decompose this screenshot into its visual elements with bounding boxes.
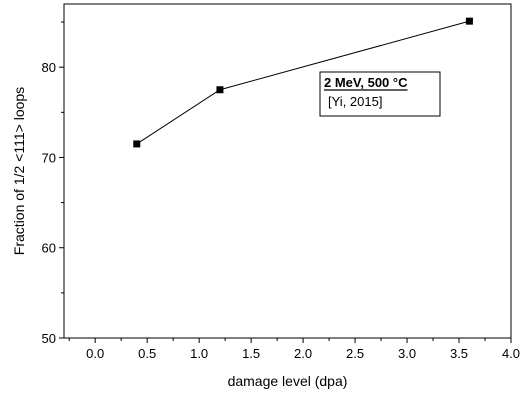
data-point bbox=[133, 140, 141, 148]
data-point bbox=[216, 86, 224, 94]
legend-reference: [Yi, 2015] bbox=[328, 94, 382, 109]
x-tick-label: 3.0 bbox=[398, 346, 416, 361]
y-tick-label: 60 bbox=[42, 241, 56, 256]
y-tick-label: 70 bbox=[42, 150, 56, 165]
plot-frame bbox=[63, 3, 512, 339]
x-tick-label: 1.0 bbox=[190, 346, 208, 361]
x-tick-label: 4.0 bbox=[502, 346, 520, 361]
x-tick-label: 1.5 bbox=[242, 346, 260, 361]
x-tick-label: 0.5 bbox=[138, 346, 156, 361]
legend-box: 2 MeV, 500 °C [Yi, 2015] bbox=[319, 71, 441, 117]
legend-title: 2 MeV, 500 °C bbox=[324, 75, 408, 90]
y-tick-label: 50 bbox=[42, 331, 56, 346]
x-axis-title: damage level (dpa) bbox=[228, 373, 348, 389]
x-tick-label: 0.0 bbox=[86, 346, 104, 361]
x-tick-label: 2.0 bbox=[294, 346, 312, 361]
x-tick-label: 3.5 bbox=[450, 346, 468, 361]
x-tick-label: 2.5 bbox=[346, 346, 364, 361]
legend-frame bbox=[319, 71, 441, 117]
data-point bbox=[465, 17, 473, 25]
y-tick-label: 80 bbox=[42, 60, 56, 75]
y-ticks: 50 60 70 80 bbox=[42, 21, 64, 346]
series-layer bbox=[133, 17, 473, 148]
x-ticks: 0.0 0.5 1.0 1.5 2.0 2.5 3.0 3.5 4.0 bbox=[68, 338, 520, 361]
y-axis-title: Fraction of 1/2 <111> loops bbox=[11, 87, 27, 255]
